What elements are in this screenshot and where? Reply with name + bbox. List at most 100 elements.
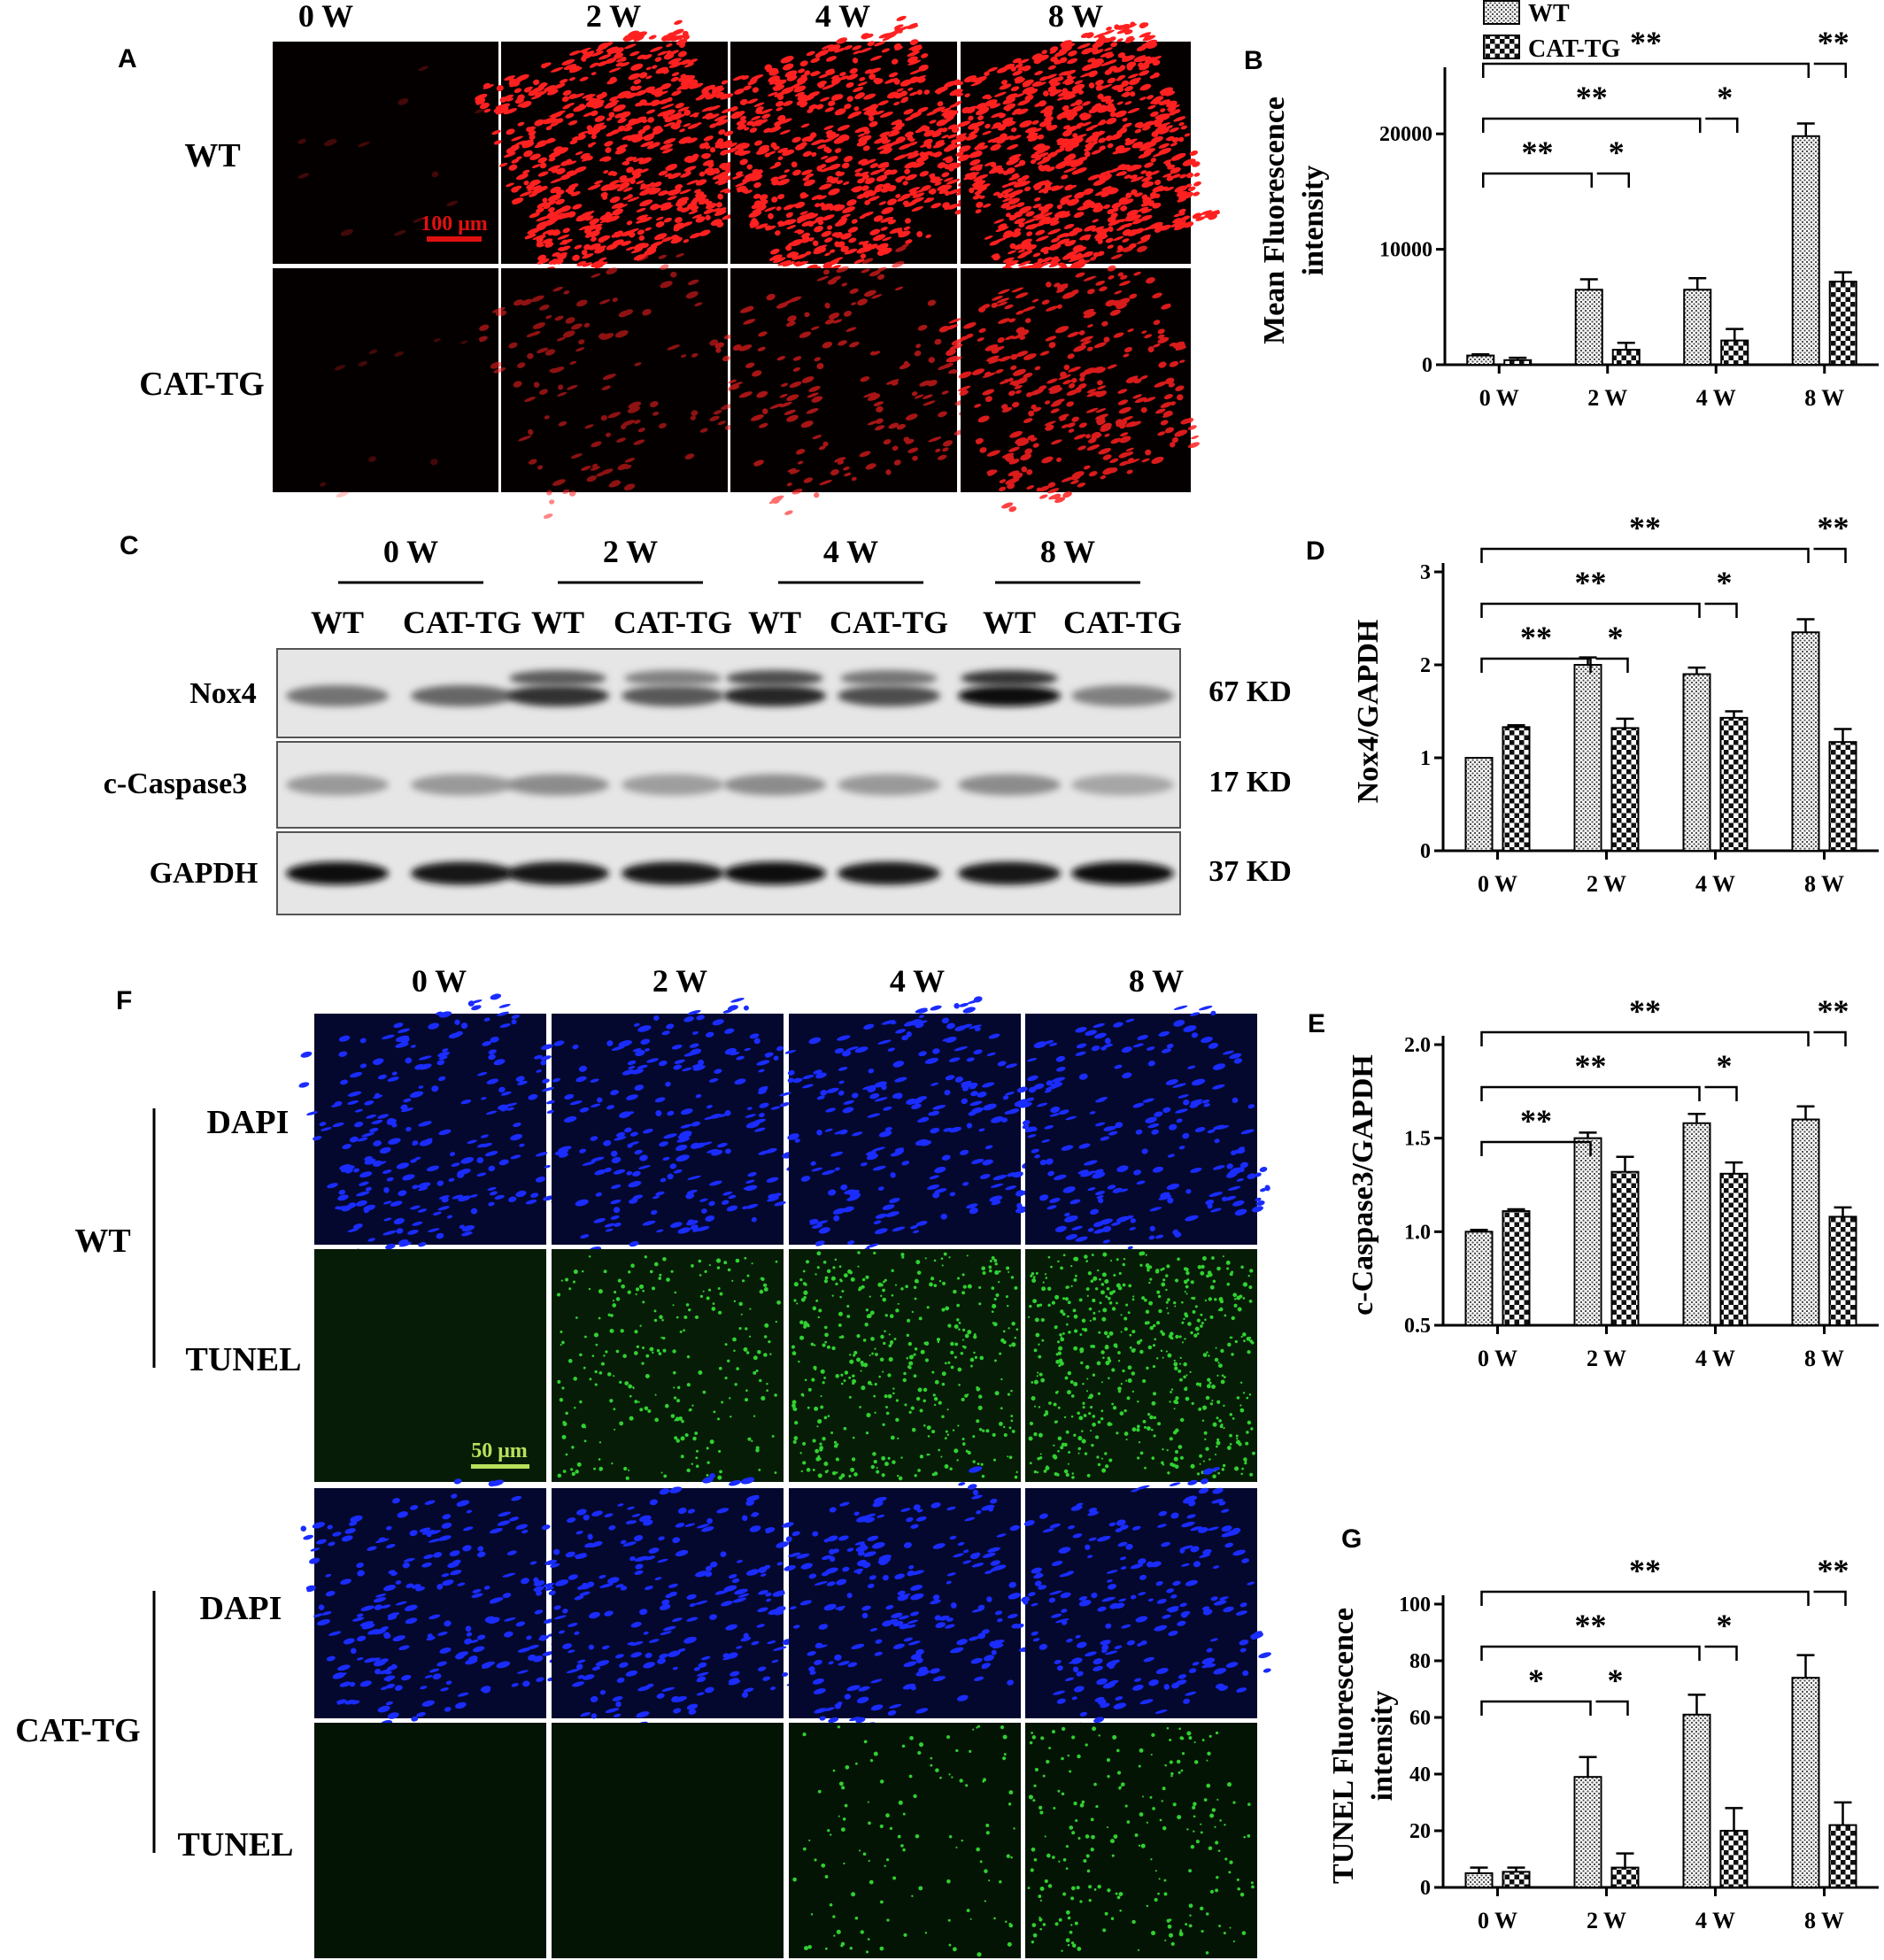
significance-bracket: [1480, 1140, 1592, 1156]
y-tick-label: 0: [1420, 1877, 1431, 1900]
x-tick-label: 4 W: [1696, 385, 1736, 411]
bar-wt-0w: [1464, 757, 1494, 852]
blot-lane-label: WT: [531, 605, 584, 640]
blot-band: [838, 861, 940, 885]
scale-bar-line: [427, 236, 482, 242]
micrograph-a-r0-c1: [474, 19, 756, 283]
micrograph-a-r0-c1-signal: [474, 19, 756, 283]
col-header-2w: 2 W: [652, 963, 707, 999]
significance-pair-label: **: [1818, 1553, 1849, 1588]
scale-bar-50um: 50 μm: [471, 1439, 529, 1469]
bar-cat-tg-4w: [1719, 1172, 1749, 1326]
micrograph-f-r3-c0-bg: [314, 1723, 546, 1958]
micrograph-f-r2-c2-bg: [789, 1488, 1021, 1718]
significance-pair-label: **: [1818, 993, 1849, 1029]
significance-bracket: [1480, 1085, 1701, 1101]
significance-bracket: [1482, 117, 1702, 133]
chart-g-tunel-intensity: G 0 20 40 60 80 100 0 W 2 W 4 W 8 W TUNEL Fluoresce…: [1327, 1524, 1879, 1933]
bar-wt-8w: [1791, 631, 1820, 852]
y-tick-label: 100: [1399, 1593, 1431, 1617]
micrograph-f-r2-c0: [300, 1478, 564, 1739]
blot-band: [411, 774, 513, 796]
y-tick-label: 80: [1409, 1650, 1431, 1673]
bar-cat-tg-8w: [1828, 281, 1857, 366]
blot-band: [622, 774, 724, 796]
scale-bar-line: [471, 1464, 529, 1469]
y-axis-label: Mean Fluorescence intensity: [1258, 96, 1330, 344]
significance-pair-bracket: [1704, 1645, 1738, 1661]
blot-protein-label: Nox4: [189, 677, 257, 710]
chart-letter: B: [1244, 46, 1263, 75]
micrograph-a-r1-c3: [938, 239, 1200, 513]
micrograph-f-r3-c2: [789, 1723, 1021, 1958]
blot-band: [723, 774, 826, 796]
x-tick-label: 0 W: [1479, 385, 1519, 411]
bar-cat-tg-2w: [1610, 1866, 1640, 1889]
blot-band-upper: [726, 670, 823, 686]
blot-band: [622, 861, 724, 885]
panel-letter-f: F: [116, 986, 132, 1015]
bar-cat-tg-2w: [1611, 349, 1641, 367]
x-tick-label: 8 W: [1804, 385, 1844, 411]
blot-band: [1071, 861, 1174, 885]
x-tick-label: 4 W: [1695, 871, 1735, 897]
x-tick-label: 2 W: [1587, 1908, 1626, 1933]
significance-label: **: [1630, 25, 1662, 60]
blot-lane-label: CAT-TG: [830, 605, 948, 640]
bar-wt-4w: [1682, 1122, 1711, 1327]
x-tick-label: 8 W: [1804, 1346, 1844, 1371]
x-tick-label: 0 W: [1478, 1346, 1517, 1371]
micrograph-f-r0-c0: [298, 993, 573, 1254]
bar-wt-4w: [1682, 1713, 1711, 1889]
y-tick-label: 0: [1420, 840, 1431, 863]
blot-lane-label: CAT-TG: [403, 605, 521, 640]
blot-band: [622, 685, 724, 706]
bar-cat-tg-0w: [1502, 1871, 1531, 1888]
blot-band: [838, 774, 940, 796]
micrograph-f-r1-c3: [1025, 1249, 1257, 1482]
micrograph-a-r0-c0-bg: [273, 42, 498, 264]
blot-band: [958, 774, 1061, 796]
micrograph-f-r1-c3-signal: [1028, 1251, 1255, 1479]
significance-pair-label: *: [1608, 1663, 1624, 1698]
blot-band: [506, 861, 609, 885]
blot-band-upper: [840, 670, 938, 686]
y-tick-label: 1.0: [1404, 1221, 1431, 1244]
significance-pair-bracket: [1705, 117, 1739, 133]
x-tick-label: 0 W: [1478, 871, 1517, 897]
micrograph-f-r2-c3: [1009, 1467, 1271, 1734]
y-tick-label: 0.5: [1404, 1315, 1431, 1338]
group-label-cat-tg: CAT-TG: [15, 1712, 140, 1749]
col-header-4w: 4 W: [890, 963, 945, 999]
micrograph-f-r3-c3-bg: [1025, 1723, 1257, 1958]
significance-pair-label: *: [1608, 620, 1624, 655]
micrograph-f-r0-c0-signal: [298, 993, 573, 1254]
x-tick-label: 8 W: [1804, 1908, 1844, 1933]
significance-pair-bracket: [1596, 172, 1630, 188]
micrograph-a-r1-c1: [477, 252, 742, 520]
micrograph-f-r2-c2-signal: [763, 1466, 1040, 1729]
bar-wt-2w: [1573, 1137, 1602, 1326]
y-axis-label: c-Caspase3/GAPDH: [1347, 1054, 1379, 1316]
blot-band: [838, 685, 940, 706]
micrograph-f-r1-c2: [789, 1249, 1021, 1482]
micrograph-f-r2-c0-signal: [300, 1478, 564, 1739]
blot-size-label: 37 KD: [1208, 855, 1292, 888]
significance-bracket: [1482, 62, 1810, 78]
y-axis-label-line1: TUNEL Fluorescence: [1327, 1608, 1360, 1884]
blot-time-header: 0 W: [383, 534, 438, 569]
significance-pair-label: *: [1717, 565, 1733, 600]
blot-band: [958, 685, 1061, 706]
micrograph-f-r0-c2: [763, 996, 1039, 1260]
significance-bracket: [1480, 1030, 1810, 1046]
y-tick-label: 2: [1420, 654, 1431, 677]
micrograph-a-r1-c0-bg: [273, 268, 498, 492]
legend-swatch-cat-tg: [1483, 35, 1520, 59]
significance-bracket: [1480, 1700, 1592, 1716]
significance-label: *: [1528, 1663, 1544, 1698]
bar-wt-0w: [1466, 354, 1495, 366]
bar-cat-tg-2w: [1610, 727, 1640, 853]
x-tick-label: 4 W: [1695, 1908, 1735, 1933]
y-tick-label: 10000: [1379, 239, 1432, 262]
blot-time-header: 2 W: [603, 534, 658, 569]
